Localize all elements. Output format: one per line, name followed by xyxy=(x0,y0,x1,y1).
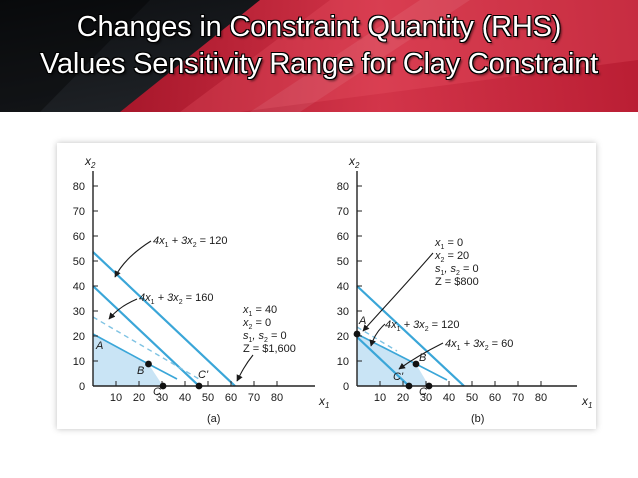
leader-arrow-a-solution xyxy=(236,354,254,382)
y-tick-label-b-50: 50 xyxy=(337,256,349,268)
caption-b: (b) xyxy=(471,413,484,425)
constraint-label-a-120: 4x1 + 3x2 = 120 xyxy=(153,235,227,249)
y-tick-label-a-60: 60 xyxy=(73,231,85,243)
banner-background xyxy=(0,0,638,112)
svg-text:x2 = 0: x2 = 0 xyxy=(242,317,271,331)
svg-text:Z = $1,600: Z = $1,600 xyxy=(243,343,296,355)
point-c-b xyxy=(425,382,433,390)
x-tick-label-a-30: 30 xyxy=(156,392,168,404)
other-constraint-a-ext xyxy=(148,363,178,380)
svg-text:s1, s2 = 0: s1, s2 = 0 xyxy=(243,330,287,344)
point-label-b-C: C xyxy=(419,386,427,398)
solution-block-a: x1 = 40 x2 = 0 s1, s2 = 0 Z = $1,600 xyxy=(242,304,296,355)
point-cprime-b xyxy=(405,382,413,390)
objective-dashed-a xyxy=(92,316,200,380)
leader-arrow-b-120 xyxy=(369,323,386,347)
y-tick-label-b-40: 40 xyxy=(337,281,349,293)
x-tick-label-b-10: 10 xyxy=(374,392,386,404)
sensitivity-figure: 10 20 30 40 50 60 70 80 10 20 30 40 50 60 70 80 x2 x1 0… xyxy=(73,154,593,425)
svg-text:s1, s2 = 0: s1, s2 = 0 xyxy=(435,263,479,277)
point-cprime-a xyxy=(195,382,203,390)
x-tick-label-b-80: 80 xyxy=(535,392,547,404)
objective-dashed-b xyxy=(356,326,398,352)
y-tick-label-b-10: 10 xyxy=(337,356,349,368)
y-tick-label-b-20: 20 xyxy=(337,331,349,343)
other-constraint-b-ext xyxy=(415,363,448,381)
x-tick-label-a-20: 20 xyxy=(133,392,145,404)
graph-a: 10 20 30 40 50 60 70 80 10 20 30 40 50 60 70 80 x2 x1 0… xyxy=(73,154,330,425)
constraint-line-b-60 xyxy=(356,336,410,387)
point-label-a-Cprime: C' xyxy=(198,369,209,381)
solution-block-b: x1 = 0 x2 = 20 s1, s2 = 0 Z = $800 xyxy=(434,237,479,288)
y-tick-label-b-30: 30 xyxy=(337,306,349,318)
figure-frame: 10 20 30 40 50 60 70 80 10 20 30 40 50 60 70 80 x2 x1 0… xyxy=(57,143,596,429)
x-tick-label-b-50: 50 xyxy=(466,392,478,404)
x-tick-label-a-60: 60 xyxy=(225,392,237,404)
y-tick-label-a-70: 70 xyxy=(73,206,85,218)
x-tick-label-a-10: 10 xyxy=(110,392,122,404)
point-label-a-A: A xyxy=(95,340,103,352)
x-axis-label-a: x1 xyxy=(318,394,329,410)
y-axis-label-a: x2 xyxy=(84,154,96,170)
origin-label-b: 0 xyxy=(343,381,349,393)
y-tick-label-b-80: 80 xyxy=(337,181,349,193)
point-c-a xyxy=(159,382,167,390)
x-axis-label-b: x1 xyxy=(581,394,592,410)
title-banner: Changes in Constraint Quantity (RHS) Val… xyxy=(0,0,638,112)
title-line-1: Changes in Constraint Quantity (RHS) xyxy=(76,11,562,43)
x-tick-label-a-80: 80 xyxy=(271,392,283,404)
x-tick-label-b-40: 40 xyxy=(443,392,455,404)
point-b-a xyxy=(145,360,152,368)
svg-text:x2 = 20: x2 = 20 xyxy=(434,250,469,264)
point-label-a-C: C xyxy=(153,386,161,398)
y-tick-label-a-20: 20 xyxy=(73,331,85,343)
y-tick-label-a-80: 80 xyxy=(73,181,85,193)
axis-ticks-b: 10 20 30 40 50 60 70 80 10 20 30 40 50 60 70 80 xyxy=(337,181,547,404)
origin-label-a: 0 xyxy=(79,381,85,393)
constraint-label-b-120: 4x1 + 3x2 = 120 xyxy=(385,319,459,333)
svg-text:Z = $800: Z = $800 xyxy=(435,276,479,288)
svg-text:x1 = 40: x1 = 40 xyxy=(242,304,277,318)
x-tick-label-a-70: 70 xyxy=(248,392,260,404)
feasible-region-a xyxy=(93,334,163,386)
y-tick-label-a-10: 10 xyxy=(73,356,85,368)
x-tick-label-b-60: 60 xyxy=(489,392,501,404)
leader-arrow-a-120 xyxy=(114,240,152,278)
leader-arrow-a-160 xyxy=(108,298,138,320)
x-tick-label-b-30: 30 xyxy=(420,392,432,404)
point-label-b-Cprime: C' xyxy=(393,371,404,383)
y-axis-label-b: x2 xyxy=(348,154,360,170)
constraint-label-b-60: 4x1 + 3x2 = 60 xyxy=(445,338,513,352)
axis-ticks-a: 10 20 30 40 50 60 70 80 10 20 30 40 50 60 70 80 xyxy=(73,181,283,404)
feasible-region-b xyxy=(357,334,429,386)
leader-arrow-b-60 xyxy=(398,342,444,370)
point-b-b xyxy=(412,360,420,368)
other-constraint-a xyxy=(92,333,149,365)
svg-text:x1 = 0: x1 = 0 xyxy=(434,237,463,251)
caption-a: (a) xyxy=(207,413,220,425)
point-a-b xyxy=(353,330,361,338)
y-tick-label-b-70: 70 xyxy=(337,206,349,218)
leader-arrow-b-solution xyxy=(362,252,434,332)
y-tick-label-a-30: 30 xyxy=(73,306,85,318)
point-label-b-A: A xyxy=(358,315,366,327)
title-line-2: Values Sensitivity Range for Clay Constr… xyxy=(39,48,599,80)
y-tick-label-a-50: 50 xyxy=(73,256,85,268)
graph-b: 10 20 30 40 50 60 70 80 10 20 30 40 50 60 70 80 x2 x1 0… xyxy=(337,154,593,425)
point-label-b-B: B xyxy=(419,352,426,364)
x-tick-label-b-20: 20 xyxy=(397,392,409,404)
other-constraint-b xyxy=(356,333,417,365)
point-label-a-B: B xyxy=(137,365,144,377)
y-tick-label-b-60: 60 xyxy=(337,231,349,243)
constraint-label-a-160: 4x1 + 3x2 = 160 xyxy=(139,292,213,306)
y-tick-label-a-40: 40 xyxy=(73,281,85,293)
x-tick-label-a-40: 40 xyxy=(179,392,191,404)
constraint-line-b-120 xyxy=(356,285,465,387)
x-tick-label-a-50: 50 xyxy=(202,392,214,404)
x-tick-label-b-70: 70 xyxy=(512,392,524,404)
